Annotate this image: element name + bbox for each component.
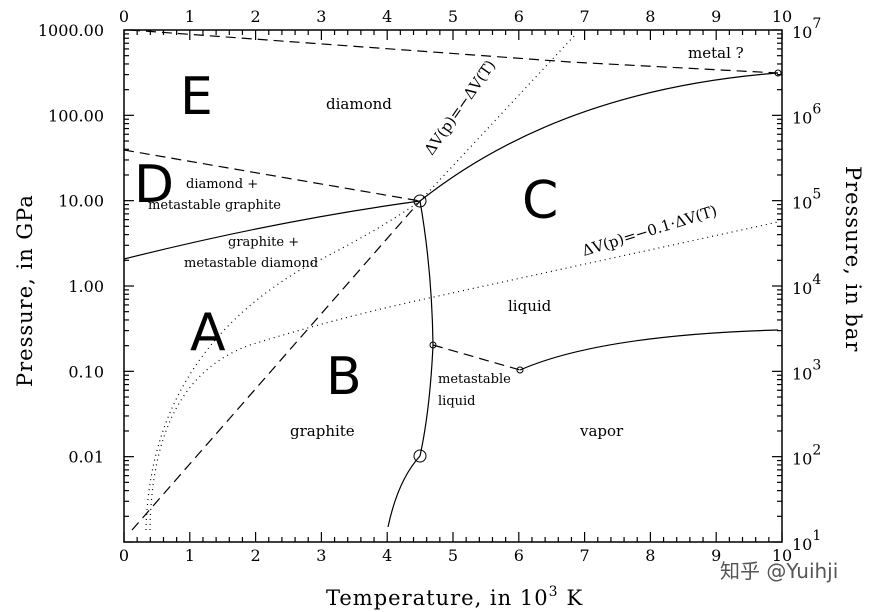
label: ΔV(p)=−0.1·ΔV(T) [580, 202, 719, 260]
tick-base: 10 [792, 108, 812, 127]
y2-tick-label: 107 [792, 16, 821, 42]
label: metastable graphite [148, 198, 281, 213]
tick-exp: 4 [812, 272, 821, 288]
y-tick-label: 10.00 [58, 192, 104, 211]
y-axis-title: Pressure, in GPa [13, 194, 37, 387]
point [516, 366, 524, 374]
tick-exp: 2 [812, 443, 821, 459]
diamond-liquid-line [419, 72, 779, 202]
y2-tick-label: 104 [792, 272, 821, 298]
y2-tick-label: 101 [792, 528, 821, 554]
tick-exp: 6 [812, 101, 821, 117]
top-tick-label: 2 [251, 7, 261, 26]
label: liquid [438, 394, 476, 409]
x-tick-label: 7 [580, 546, 590, 565]
x-tick-label: 10 [772, 546, 792, 565]
x-tick-label: 8 [645, 546, 655, 565]
region-letter: B [326, 347, 362, 407]
tick-base: 10 [792, 194, 812, 213]
tick-base: 10 [792, 535, 812, 554]
tick-exp: 1 [812, 528, 821, 544]
top-tick-label: 8 [645, 7, 655, 26]
point [774, 69, 782, 77]
x-tick-label: 4 [382, 546, 392, 565]
label: graphite [290, 422, 355, 440]
top-tick-label: 7 [580, 7, 590, 26]
x-tick-label: 5 [448, 546, 458, 565]
ticks: 0 1 2 3 4 5 6 7 8 9 100 1 2 3 4 5 6 7 8 9 101000.00100.0010.… [38, 7, 822, 565]
label: metastable [438, 372, 511, 387]
top-tick-label: 1 [185, 7, 195, 26]
x-tick-label: 6 [514, 546, 524, 565]
top-tick-label: 0 [119, 7, 129, 26]
vapor-liquid-line [519, 329, 779, 371]
watermark: 知乎 @Yuihji [720, 559, 838, 583]
dv-line-2 [149, 221, 779, 531]
top-tick-label: 3 [316, 7, 326, 26]
x-axis-title: Temperature, in 103 K [326, 584, 583, 610]
triple-point [413, 194, 427, 208]
label: vapor [579, 422, 624, 440]
label: graphite + [228, 235, 299, 250]
point [429, 341, 437, 349]
top-tick-label: 10 [772, 7, 792, 26]
y2-axis-title: Pressure, in bar [841, 166, 865, 352]
label: diamond + [186, 177, 258, 192]
top-tick-label: 5 [448, 7, 458, 26]
x-tick-label: 1 [185, 546, 195, 565]
y2-tick-label: 106 [792, 101, 821, 127]
x-tick-label: 2 [251, 546, 261, 565]
y-tick-label: 0.10 [68, 362, 104, 381]
tick-base: 10 [792, 364, 812, 383]
y-tick-label: 1000.00 [38, 21, 104, 40]
y2-tick-label: 102 [792, 443, 821, 469]
metastable-line [432, 344, 521, 371]
x-tick-label: 0 [119, 546, 129, 565]
y-tick-label: 100.00 [48, 106, 104, 125]
label: diamond [326, 95, 392, 113]
melting-line [419, 200, 434, 457]
y-tick-label: 0.01 [68, 448, 104, 467]
region-letter: E [180, 67, 213, 127]
label: liquid [508, 297, 552, 315]
tick-base: 10 [792, 23, 812, 42]
tick-base: 10 [792, 279, 812, 298]
d-boundary [123, 149, 421, 202]
top-tick-label: 6 [514, 7, 524, 26]
tick-exp: 5 [812, 187, 821, 203]
tick-exp: 7 [812, 16, 821, 32]
region-letter: D [134, 155, 174, 215]
triple-point [413, 449, 427, 463]
y2-tick-label: 105 [792, 187, 821, 213]
diagonal-boundary [131, 200, 421, 531]
tick-base: 10 [792, 450, 812, 469]
label: metastable diamond [184, 256, 318, 271]
graphite-diamond-line [123, 200, 421, 260]
region-letter: C [522, 171, 558, 231]
metal-boundary [129, 29, 779, 74]
x-tick-label: 9 [711, 546, 721, 565]
y-tick-label: 1.00 [68, 277, 104, 296]
x-tick-label: 3 [316, 546, 326, 565]
label: ΔV(p)=−ΔV(T) [421, 57, 500, 159]
label: metal ? [688, 44, 744, 62]
y2-tick-label: 103 [792, 357, 821, 383]
tick-exp: 3 [812, 357, 821, 373]
top-tick-label: 4 [382, 7, 392, 26]
region-letter: A [190, 303, 226, 363]
dv-line-1 [145, 34, 576, 531]
top-tick-label: 9 [711, 7, 721, 26]
sublimation-line [387, 455, 421, 528]
